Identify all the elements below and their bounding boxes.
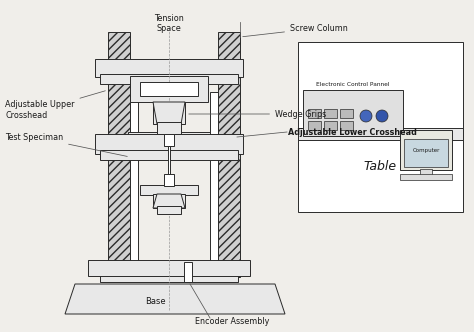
- Polygon shape: [153, 194, 185, 208]
- Bar: [88, 260, 250, 276]
- Bar: [168, 146, 170, 174]
- Bar: [100, 74, 238, 84]
- Bar: [157, 206, 181, 214]
- Bar: [420, 169, 432, 177]
- Bar: [140, 82, 198, 96]
- Bar: [324, 121, 337, 130]
- Polygon shape: [65, 284, 285, 314]
- Bar: [140, 185, 198, 195]
- Bar: [130, 76, 208, 102]
- Text: Base: Base: [145, 297, 165, 306]
- Bar: [130, 92, 138, 277]
- Bar: [100, 150, 238, 160]
- Bar: [303, 90, 403, 136]
- Bar: [108, 32, 130, 277]
- Bar: [340, 121, 353, 130]
- Text: Adjustable Lower Crosshead: Adjustable Lower Crosshead: [288, 127, 417, 136]
- Bar: [95, 59, 243, 77]
- Text: Computer: Computer: [412, 147, 440, 152]
- Circle shape: [360, 110, 372, 122]
- Polygon shape: [153, 102, 185, 124]
- Bar: [400, 130, 452, 170]
- Bar: [164, 174, 174, 186]
- Bar: [210, 92, 218, 277]
- Bar: [340, 109, 353, 118]
- Bar: [324, 109, 337, 118]
- Text: Electronic Control Pannel: Electronic Control Pannel: [316, 82, 390, 87]
- Circle shape: [376, 110, 388, 122]
- Text: Encoder Assembly: Encoder Assembly: [195, 317, 269, 326]
- Bar: [164, 134, 174, 146]
- Bar: [298, 128, 463, 140]
- Text: Wedge Grips: Wedge Grips: [189, 110, 326, 119]
- Bar: [400, 174, 452, 180]
- Text: Screw Column: Screw Column: [243, 24, 348, 37]
- Bar: [153, 194, 185, 208]
- Bar: [404, 139, 448, 167]
- Bar: [308, 121, 321, 130]
- Bar: [95, 134, 243, 154]
- Text: Tension
Space: Tension Space: [154, 14, 184, 34]
- Bar: [153, 102, 185, 124]
- Bar: [128, 132, 210, 148]
- Bar: [298, 42, 463, 212]
- Bar: [308, 109, 321, 118]
- Text: Test Speciman: Test Speciman: [5, 132, 128, 156]
- Bar: [100, 274, 238, 282]
- Text: Adjustable Upper
Crosshead: Adjustable Upper Crosshead: [5, 91, 105, 120]
- Bar: [218, 32, 240, 277]
- Bar: [157, 122, 181, 134]
- Text: Table: Table: [364, 159, 397, 173]
- Bar: [184, 262, 192, 282]
- Bar: [120, 146, 218, 154]
